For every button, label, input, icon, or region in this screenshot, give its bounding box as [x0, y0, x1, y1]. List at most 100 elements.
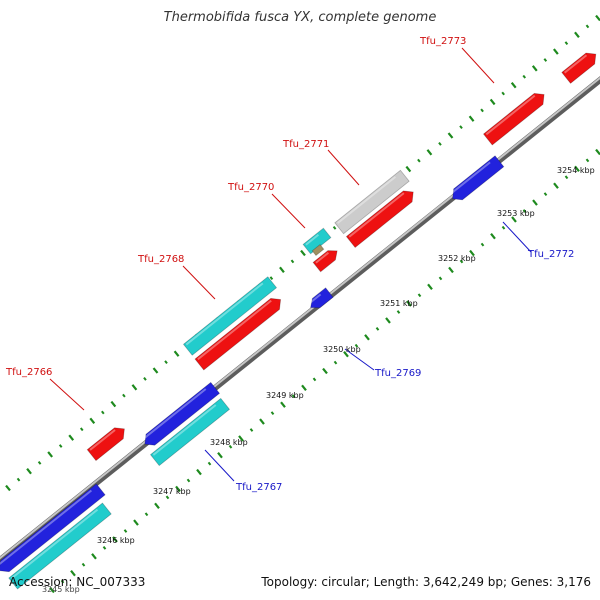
gene-feature-tfu-2770[interactable] [312, 250, 338, 273]
track-tick [270, 411, 275, 415]
track-tick [291, 394, 296, 399]
gene-feature-tfu-2773[interactable] [482, 93, 545, 146]
track-tick [89, 417, 96, 425]
track-tick [122, 393, 126, 398]
track-tick [26, 468, 32, 475]
leader-tfu-2772 [502, 221, 532, 253]
gene-features [0, 52, 597, 590]
track-tick [91, 553, 97, 560]
kbp-label: 3254 kbp [557, 166, 595, 175]
track-tick [217, 452, 223, 459]
gene-feature-tfu-2769[interactable] [310, 287, 334, 309]
gene-feature-tfu-2771-red[interactable] [345, 190, 414, 249]
gene-label-tfu-2773[interactable]: Tfu_2773 [419, 36, 466, 47]
gene-feature-tfu-2771[interactable] [334, 169, 410, 235]
track-tick [165, 495, 170, 500]
gene-label-tfu-2769[interactable]: Tfu_2769 [374, 368, 421, 379]
track-tick [58, 444, 63, 448]
kbp-label: 3247 kbp [153, 487, 191, 496]
track-tick [123, 529, 128, 533]
kbp-label: 3246 kbp [97, 536, 135, 545]
track-tick [480, 242, 485, 247]
track-tick [543, 58, 548, 62]
track-tick [101, 410, 105, 415]
gene-feature-tfu-2768-cyan-highlight [185, 282, 264, 346]
genome-summary-text: Topology: circular; Length: 3,642,249 bp… [261, 575, 591, 589]
gene-feature-tfu-2773-b[interactable] [561, 52, 597, 84]
track-tick [417, 158, 421, 163]
track-tick [511, 216, 517, 223]
track-tick [186, 478, 191, 483]
gene-feature-tfu-2767-cyan-highlight [152, 404, 217, 456]
track-tick [269, 276, 274, 281]
track-tick [396, 310, 401, 314]
track-tick [595, 148, 600, 156]
gene-feature-tfu-2765[interactable] [0, 483, 106, 573]
track-tick [16, 477, 21, 482]
track-tick [49, 586, 55, 594]
track-tick [70, 569, 76, 577]
track-tick [585, 158, 590, 163]
track-tick [112, 536, 118, 543]
kbp-label: 3248 kbp [210, 438, 248, 447]
track-tick [196, 468, 202, 476]
track-tick [501, 91, 505, 96]
gene-feature-tfu-2767-cyan[interactable] [149, 397, 231, 467]
track-tick [438, 276, 443, 281]
gene-feature-tfu-2768-cyan[interactable] [182, 276, 278, 356]
track-tick [249, 428, 254, 432]
gene-label-tfu-2770[interactable]: Tfu_2770 [227, 182, 274, 193]
track-tick [143, 377, 147, 381]
gene-feature-tfu-2770-cyan[interactable] [302, 227, 332, 255]
gene-label-tfu-2766[interactable]: Tfu_2766 [5, 367, 52, 378]
gene-feature-tfu-2766-highlight [89, 429, 116, 451]
gene-feature-tfu-2772[interactable] [452, 155, 505, 201]
track-tick [489, 98, 496, 106]
kbp-label: 3252 kbp [438, 254, 476, 263]
gene-feature-tfu-2770-small[interactable] [311, 243, 325, 257]
track-tick [595, 14, 600, 22]
gene-feature-tfu-2772-highlight [450, 161, 491, 195]
track-tick [406, 300, 412, 307]
track-tick [164, 360, 168, 364]
gene-labels: Tfu_2766 Tfu_2767 Tfu_2768 Tfu_2769 Tfu_… [5, 36, 574, 493]
track-tick [490, 233, 496, 240]
gene-label-tfu-2767[interactable]: Tfu_2767 [235, 482, 282, 493]
track-tick [448, 266, 454, 274]
leader-tfu-2767 [204, 449, 235, 482]
track-tick [81, 562, 86, 567]
leader-tfu-2771 [327, 149, 360, 186]
gene-feature-tfu-2765-cyan[interactable] [8, 502, 112, 590]
gene-label-tfu-2772[interactable]: Tfu_2772 [527, 249, 574, 260]
gene-feature-tfu-2768-highlight [197, 299, 272, 361]
kbp-labels: 3245 kbp 3246 kbp 3247 kbp 3248 kbp 3249… [42, 166, 595, 594]
leader-tfu-2770 [271, 193, 306, 229]
track-tick [522, 74, 527, 79]
leader-tfu-2768 [182, 265, 216, 300]
gene-feature-tfu-2771-red-highlight [348, 192, 405, 238]
track-tick [459, 259, 464, 264]
gene-feature-tfu-2766[interactable] [86, 427, 125, 462]
gene-label-tfu-2771[interactable]: Tfu_2771 [282, 139, 329, 150]
gene-label-tfu-2768[interactable]: Tfu_2768 [137, 254, 184, 265]
tick-tracks [5, 14, 600, 594]
leader-tfu-2769 [344, 348, 375, 371]
track-tick [553, 182, 559, 189]
gene-feature-tfu-2765-highlight [0, 489, 93, 565]
track-tick [290, 259, 295, 264]
track-tick [343, 350, 349, 358]
track-tick [259, 418, 265, 425]
gene-feature-tfu-2770-highlight [315, 251, 330, 264]
track-tick [5, 484, 11, 492]
track-tick [228, 444, 233, 449]
track-tick [300, 249, 306, 257]
accession-text: Accession: NC_007333 [9, 575, 146, 589]
leader-tfu-2773 [461, 47, 495, 84]
gene-feature-tfu-2768[interactable] [194, 298, 282, 371]
track-tick [332, 225, 337, 230]
track-tick [501, 225, 506, 230]
track-tick [531, 65, 538, 72]
gene-feature-tfu-2767[interactable] [144, 381, 221, 446]
track-tick [79, 427, 84, 432]
track-tick [574, 31, 580, 38]
